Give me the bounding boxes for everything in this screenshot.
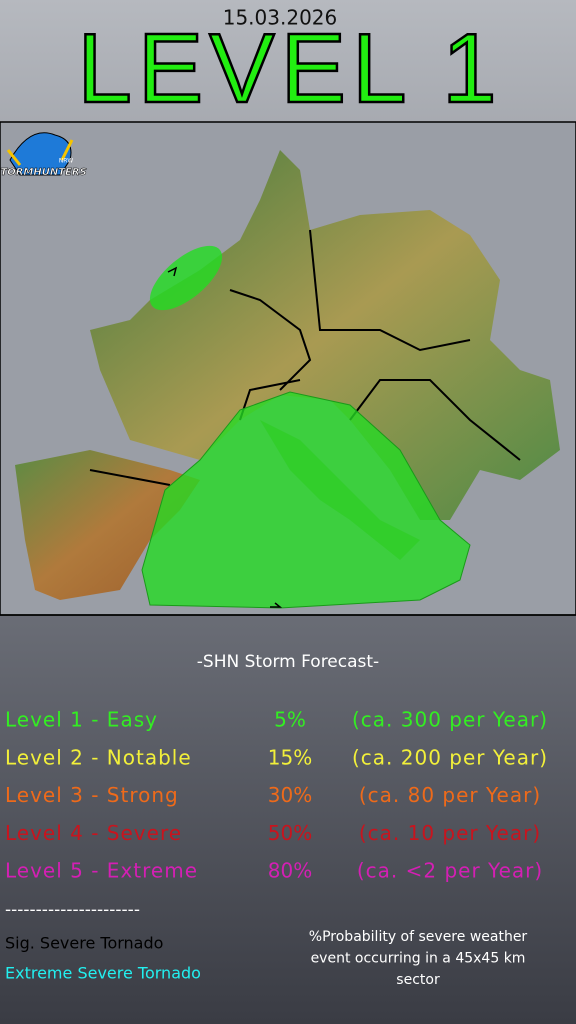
logo: STORMHUNTERS NRW [0, 132, 87, 178]
land-iberia [15, 450, 200, 600]
level-frequency: (ca. <2 per Year) [357, 859, 543, 883]
levels: Level 1 - Easy 5% (ca. 300 per Year) Level … [5, 708, 548, 883]
note-line: %Probability of severe weather [309, 929, 528, 945]
land-central [90, 150, 560, 520]
level-probability: 30% [268, 783, 312, 807]
level-name: Level 3 - Strong [5, 783, 179, 807]
level1-area [141, 391, 471, 609]
logo-name: STORMHUNTERS [0, 167, 87, 178]
logo-region: NRW [59, 158, 73, 165]
note-line: event occurring in a 45x45 km [311, 951, 526, 967]
level-title: LEVEL 1 [77, 13, 502, 123]
level-probability: 15% [268, 745, 312, 769]
level-name: Level 5 - Extreme [5, 859, 198, 883]
note: %Probability of severe weather event occu… [309, 929, 528, 988]
level-probability: 50% [268, 821, 312, 845]
extreme-tornado: Extreme Severe Tornado [5, 964, 201, 983]
level-name: Level 1 - Easy [5, 708, 158, 732]
subtitle: -SHN Storm Forecast- [197, 652, 379, 672]
level-name: Level 4 - Severe [5, 821, 182, 845]
level-probability: 80% [268, 859, 312, 883]
separator: ---------------------- [5, 900, 140, 920]
level1-area-north [149, 245, 223, 311]
level-frequency: (ca. 10 per Year) [359, 821, 541, 845]
level-name: Level 2 - Notable [5, 745, 192, 769]
level-frequency: (ca. 80 per Year) [359, 783, 541, 807]
level-probability: 5% [274, 708, 306, 732]
level-frequency: (ca. 200 per Year) [352, 745, 548, 769]
date: 15.03.2026 [223, 6, 338, 30]
note-line: sector [396, 972, 440, 988]
sig-tornado: Sig. Severe Tornado [5, 934, 163, 953]
arrow [167, 266, 283, 608]
level-frequency: (ca. 300 per Year) [352, 708, 548, 732]
map: STORMHUNTERS NRW [0, 121, 576, 616]
